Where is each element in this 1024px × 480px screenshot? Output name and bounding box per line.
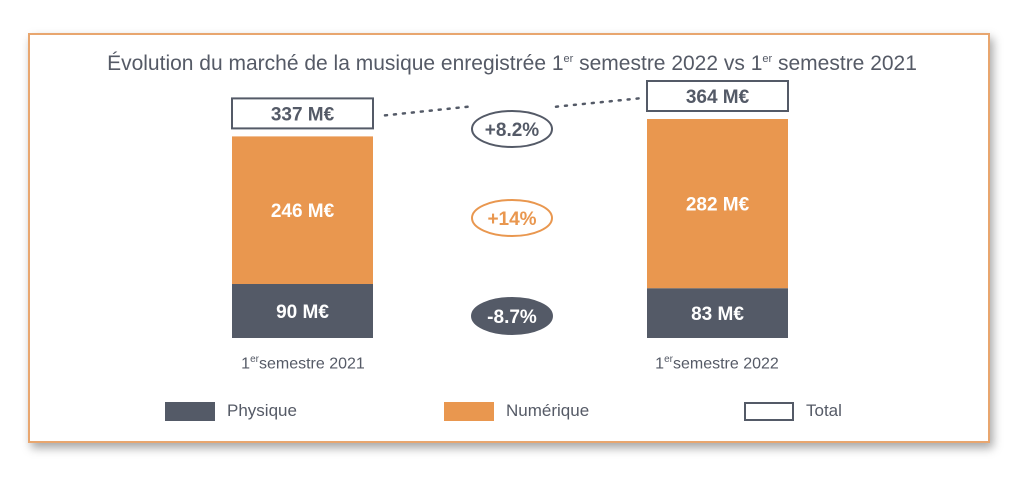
change-ellipse-0 [471, 110, 553, 148]
x-label-2021: 1ersemestre 2021 [241, 354, 365, 373]
legend-label-physique: Physique [227, 401, 297, 420]
connector-left [383, 105, 470, 117]
total-label-0: 337 M€ [271, 104, 335, 125]
bar-label-numerique-1: 282 M€ [686, 195, 750, 216]
legend-item-numerique: Numérique [444, 400, 589, 422]
legend-swatch-numerique [444, 401, 494, 421]
legend-label-numerique: Numérique [506, 401, 590, 420]
change-label-2: -8.7% [487, 307, 537, 328]
change-ellipse-2 [471, 297, 553, 335]
x-label-2022: 1ersemestre 2022 [655, 354, 779, 373]
legend-item-physique: Physique [165, 400, 297, 422]
chart-title: Évolution du marché de la musique enregi… [107, 52, 917, 75]
legend-item-total: Total [744, 400, 842, 422]
total-box-0 [231, 97, 374, 130]
connector-right [554, 96, 645, 108]
bar-label-numerique-0: 246 M€ [271, 201, 335, 222]
bar-label-physique-0: 90 M€ [276, 302, 329, 323]
chart-card [28, 33, 990, 443]
bar-numerique-0 [232, 136, 373, 284]
bar-physique-0 [232, 284, 373, 338]
legend-swatch-total [744, 401, 794, 421]
change-label-1: +14% [487, 209, 536, 230]
legend-swatch-physique [165, 401, 215, 421]
bar-label-physique-1: 83 M€ [691, 304, 744, 325]
total-label-1: 364 M€ [686, 87, 750, 108]
legend-label-total: Total [806, 401, 842, 420]
bar-physique-1 [647, 288, 788, 338]
change-label-0: +8.2% [485, 120, 540, 141]
bar-numerique-1 [647, 119, 788, 289]
change-ellipse-1 [471, 199, 553, 237]
total-box-1 [646, 80, 789, 112]
